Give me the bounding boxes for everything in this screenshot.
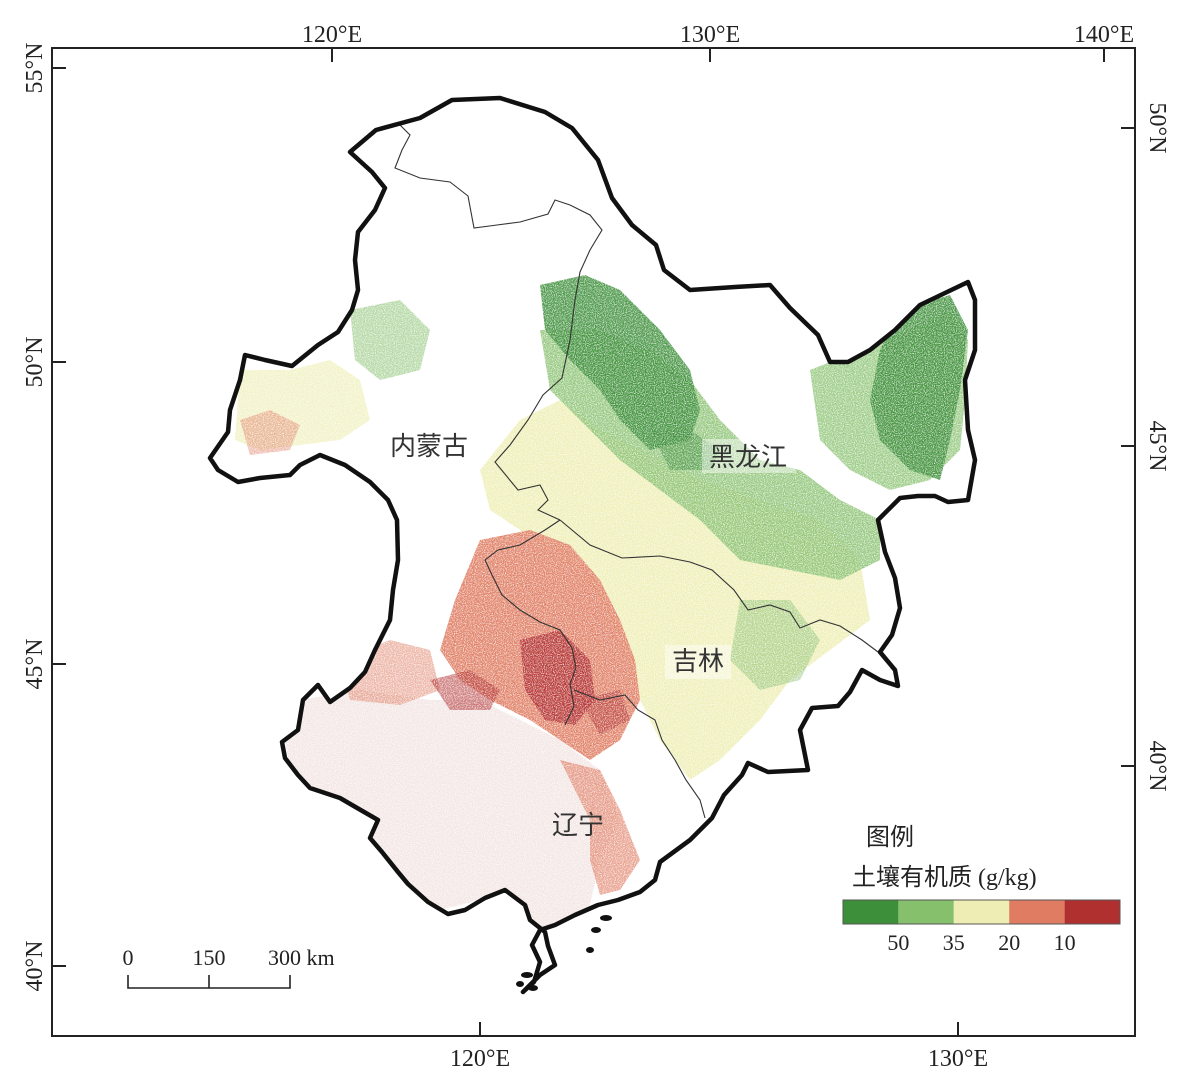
- bottom-tick-label: 130°E: [928, 1046, 988, 1072]
- legend-swatch: [953, 900, 1010, 924]
- legend-break-label: 35: [943, 930, 965, 955]
- scale-label-300: 300 km: [268, 945, 335, 970]
- left-tick-label: 40°N: [22, 941, 48, 992]
- province-label-nei-menggu: 内蒙古: [390, 432, 468, 461]
- province-boundaries: [394, 124, 879, 819]
- left-tick-label: 45°N: [22, 639, 48, 690]
- right-tick-label: 45°N: [1144, 421, 1170, 472]
- legend-subtitle: 土壤有机质 (g/kg): [852, 864, 1037, 891]
- label-backdrop: [702, 439, 796, 473]
- legend-break-labels: 50 35 20 10: [887, 930, 1075, 955]
- label-backdrop: [665, 645, 731, 679]
- right-axis: 50°N 45°N 40°N: [1121, 103, 1170, 792]
- province-labels: 内蒙古 黑龙江 吉林 辽宁: [382, 428, 796, 840]
- island: [528, 985, 538, 991]
- left-tick-label: 50°N: [22, 337, 48, 388]
- island: [591, 927, 601, 933]
- northeast-region-outline: [207, 95, 978, 995]
- jilin-liaoning-boundary: [573, 689, 706, 819]
- right-tick-label: 50°N: [1144, 103, 1170, 154]
- left-axis: 55°N 50°N 45°N 40°N: [22, 43, 66, 992]
- legend-swatch: [1009, 900, 1065, 924]
- right-tick-label: 40°N: [1144, 741, 1170, 792]
- heilongjiang-jilin-boundary: [559, 519, 879, 653]
- legend-swatch: [843, 900, 899, 924]
- scale-label-0: 0: [123, 945, 134, 970]
- scale-bar: 0 150 300 km: [123, 945, 335, 989]
- bottom-tick-label: 120°E: [450, 1046, 510, 1072]
- bottom-axis: 120°E 130°E: [450, 1022, 988, 1072]
- legend-title: 图例: [866, 824, 914, 851]
- legend-bar-border: [842, 899, 1121, 925]
- legend-break-label: 50: [887, 930, 909, 955]
- legend-break-label: 20: [998, 930, 1020, 955]
- legend-swatch: [1064, 900, 1120, 924]
- province-label-jilin: 吉林: [672, 647, 724, 676]
- province-label-liaoning: 辽宁: [552, 811, 604, 840]
- island: [521, 972, 533, 978]
- top-axis: 120°E 130°E 140°E: [302, 22, 1134, 62]
- island: [516, 981, 524, 987]
- islands: [516, 915, 612, 991]
- top-tick-label: 140°E: [1074, 22, 1134, 48]
- legend-swatch: [898, 900, 954, 924]
- top-tick-label: 130°E: [680, 22, 740, 48]
- island: [600, 915, 612, 921]
- left-tick-label: 55°N: [22, 43, 48, 94]
- top-tick-label: 120°E: [302, 22, 362, 48]
- label-backdrop: [382, 428, 476, 462]
- legend-color-bar: [842, 899, 1121, 925]
- nei-menggu-heilongjiang-boundary: [394, 124, 603, 521]
- scale-label-150: 150: [193, 945, 226, 970]
- island: [586, 947, 594, 953]
- legend: 图例 土壤有机质 (g/kg) 50 35 20 10: [842, 824, 1121, 955]
- legend-break-label: 10: [1054, 930, 1076, 955]
- province-label-heilongjiang: 黑龙江: [709, 443, 787, 472]
- nei-menggu-jilin-boundary: [484, 519, 577, 726]
